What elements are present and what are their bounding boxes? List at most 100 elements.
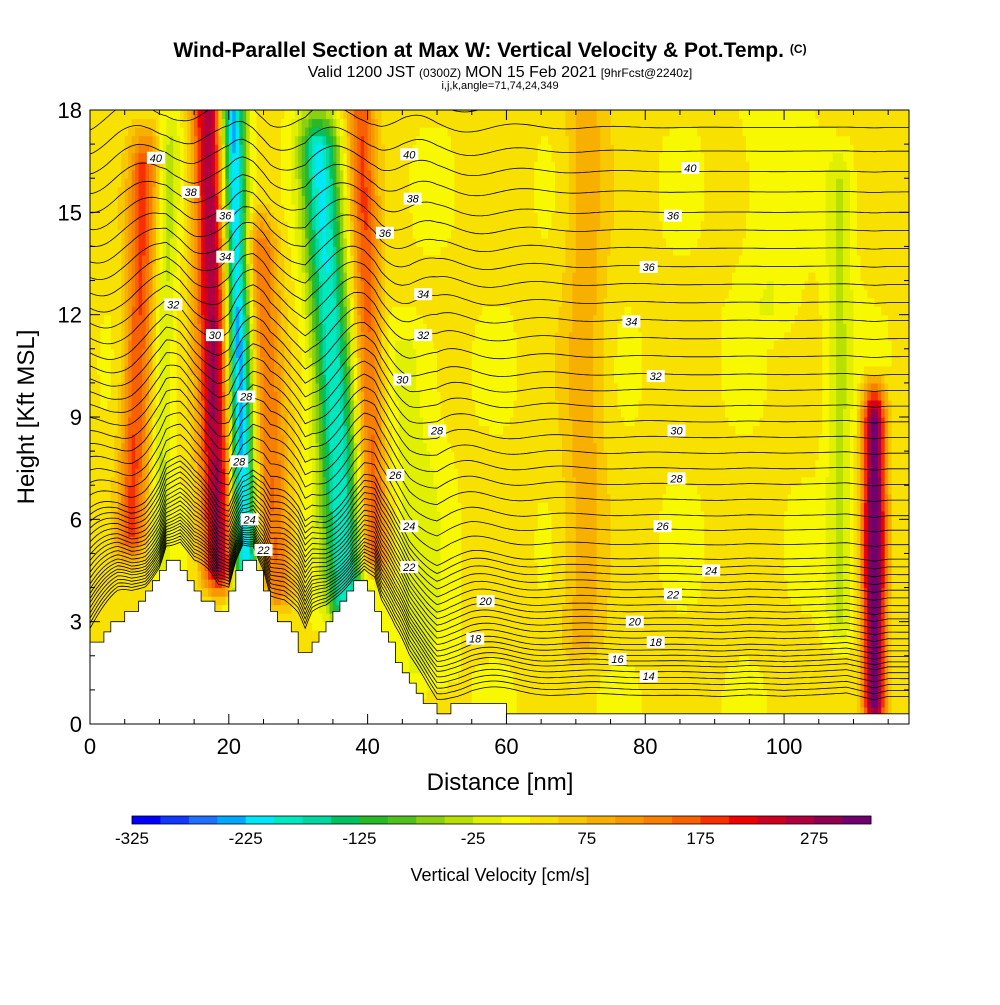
velocity-cell — [301, 544, 306, 555]
velocity-cell — [305, 314, 310, 324]
velocity-cell — [96, 621, 102, 631]
velocity-cell — [173, 399, 178, 410]
velocity-cell — [145, 254, 150, 265]
velocity-cell — [169, 544, 174, 555]
velocity-cell — [218, 493, 223, 503]
velocity-cell — [114, 178, 119, 188]
velocity-cell — [187, 357, 192, 367]
velocity-cell — [121, 237, 126, 248]
velocity-cell — [329, 561, 334, 572]
velocity-cell — [218, 272, 223, 282]
velocity-cell — [90, 331, 95, 341]
velocity-cell — [305, 476, 310, 486]
velocity-cell — [142, 544, 147, 555]
velocity-cell — [162, 348, 167, 358]
velocity-cell — [204, 510, 209, 520]
velocity-cell — [235, 306, 240, 316]
velocity-cell — [298, 280, 303, 290]
velocity-cell — [110, 442, 115, 452]
velocity-cell — [298, 365, 303, 375]
velocity-cell — [180, 476, 185, 486]
velocity-cell — [301, 169, 306, 179]
velocity-cell — [117, 246, 122, 256]
velocity-cell — [270, 348, 275, 358]
velocity-cell — [225, 527, 230, 537]
velocity-cell — [325, 110, 331, 120]
velocity-cell — [124, 451, 129, 461]
velocity-cell — [152, 237, 157, 248]
velocity-cell — [273, 468, 278, 478]
velocity-cell — [107, 374, 112, 384]
velocity-cell — [253, 314, 258, 324]
velocity-cell — [190, 442, 195, 452]
velocity-cell — [128, 203, 133, 213]
velocity-cell — [301, 306, 306, 316]
velocity-cell — [291, 527, 296, 537]
velocity-cell — [239, 178, 244, 188]
velocity-cell — [142, 254, 147, 265]
velocity-cell — [121, 348, 126, 358]
velocity-cell — [190, 289, 195, 299]
velocity-cell — [159, 561, 164, 572]
velocity-cell — [325, 553, 331, 563]
velocity-cell — [249, 442, 254, 452]
velocity-cell — [284, 604, 289, 614]
velocity-cell — [301, 110, 306, 120]
velocity-cell — [221, 561, 226, 572]
velocity-cell — [322, 135, 327, 145]
velocity-cell — [301, 391, 306, 401]
velocity-cell — [93, 348, 98, 358]
velocity-cell — [298, 306, 303, 316]
velocity-cell — [93, 382, 98, 393]
velocity-cell — [256, 314, 261, 324]
velocity-cell — [218, 169, 223, 179]
velocity-cell — [301, 229, 306, 239]
velocity-cell — [117, 263, 122, 273]
velocity-cell — [308, 297, 313, 307]
velocity-cell — [273, 502, 278, 512]
velocity-cell — [260, 246, 265, 256]
velocity-cell — [298, 553, 303, 563]
velocity-cell — [103, 246, 108, 256]
velocity-cell — [162, 306, 167, 316]
velocity-cell — [319, 144, 324, 154]
velocity-cell — [121, 485, 126, 495]
velocity-cell — [214, 468, 219, 478]
velocity-cell — [128, 280, 133, 290]
velocity-cell — [145, 118, 150, 128]
velocity-cell — [135, 570, 140, 580]
velocity-cell — [322, 186, 327, 196]
velocity-cell — [180, 195, 185, 205]
velocity-cell — [159, 297, 164, 307]
velocity-cell — [260, 519, 265, 529]
velocity-cell — [100, 178, 105, 188]
velocity-cell — [152, 331, 157, 341]
velocity-cell — [117, 493, 122, 503]
velocity-cell — [228, 297, 233, 307]
velocity-cell — [263, 263, 268, 273]
velocity-cell — [131, 246, 136, 256]
velocity-cell — [263, 374, 268, 384]
velocity-cell — [308, 314, 313, 324]
velocity-cell — [107, 391, 112, 401]
velocity-cell — [190, 417, 195, 427]
velocity-cell — [187, 476, 192, 486]
velocity-cell — [280, 186, 285, 196]
velocity-cell — [201, 348, 206, 358]
velocity-cell — [169, 237, 174, 248]
velocity-cell — [256, 272, 261, 282]
velocity-cell — [253, 340, 258, 350]
velocity-cell — [176, 127, 181, 137]
velocity-cell — [263, 331, 268, 341]
velocity-cell — [221, 135, 226, 145]
velocity-cell — [187, 391, 192, 401]
velocity-cell — [315, 630, 320, 640]
velocity-cell — [207, 127, 213, 137]
velocity-cell — [110, 536, 115, 546]
velocity-cell — [197, 220, 202, 230]
velocity-cell — [128, 135, 133, 145]
velocity-cell — [124, 246, 129, 256]
velocity-cell — [280, 212, 285, 222]
velocity-cell — [277, 280, 282, 290]
velocity-cell — [114, 502, 119, 512]
